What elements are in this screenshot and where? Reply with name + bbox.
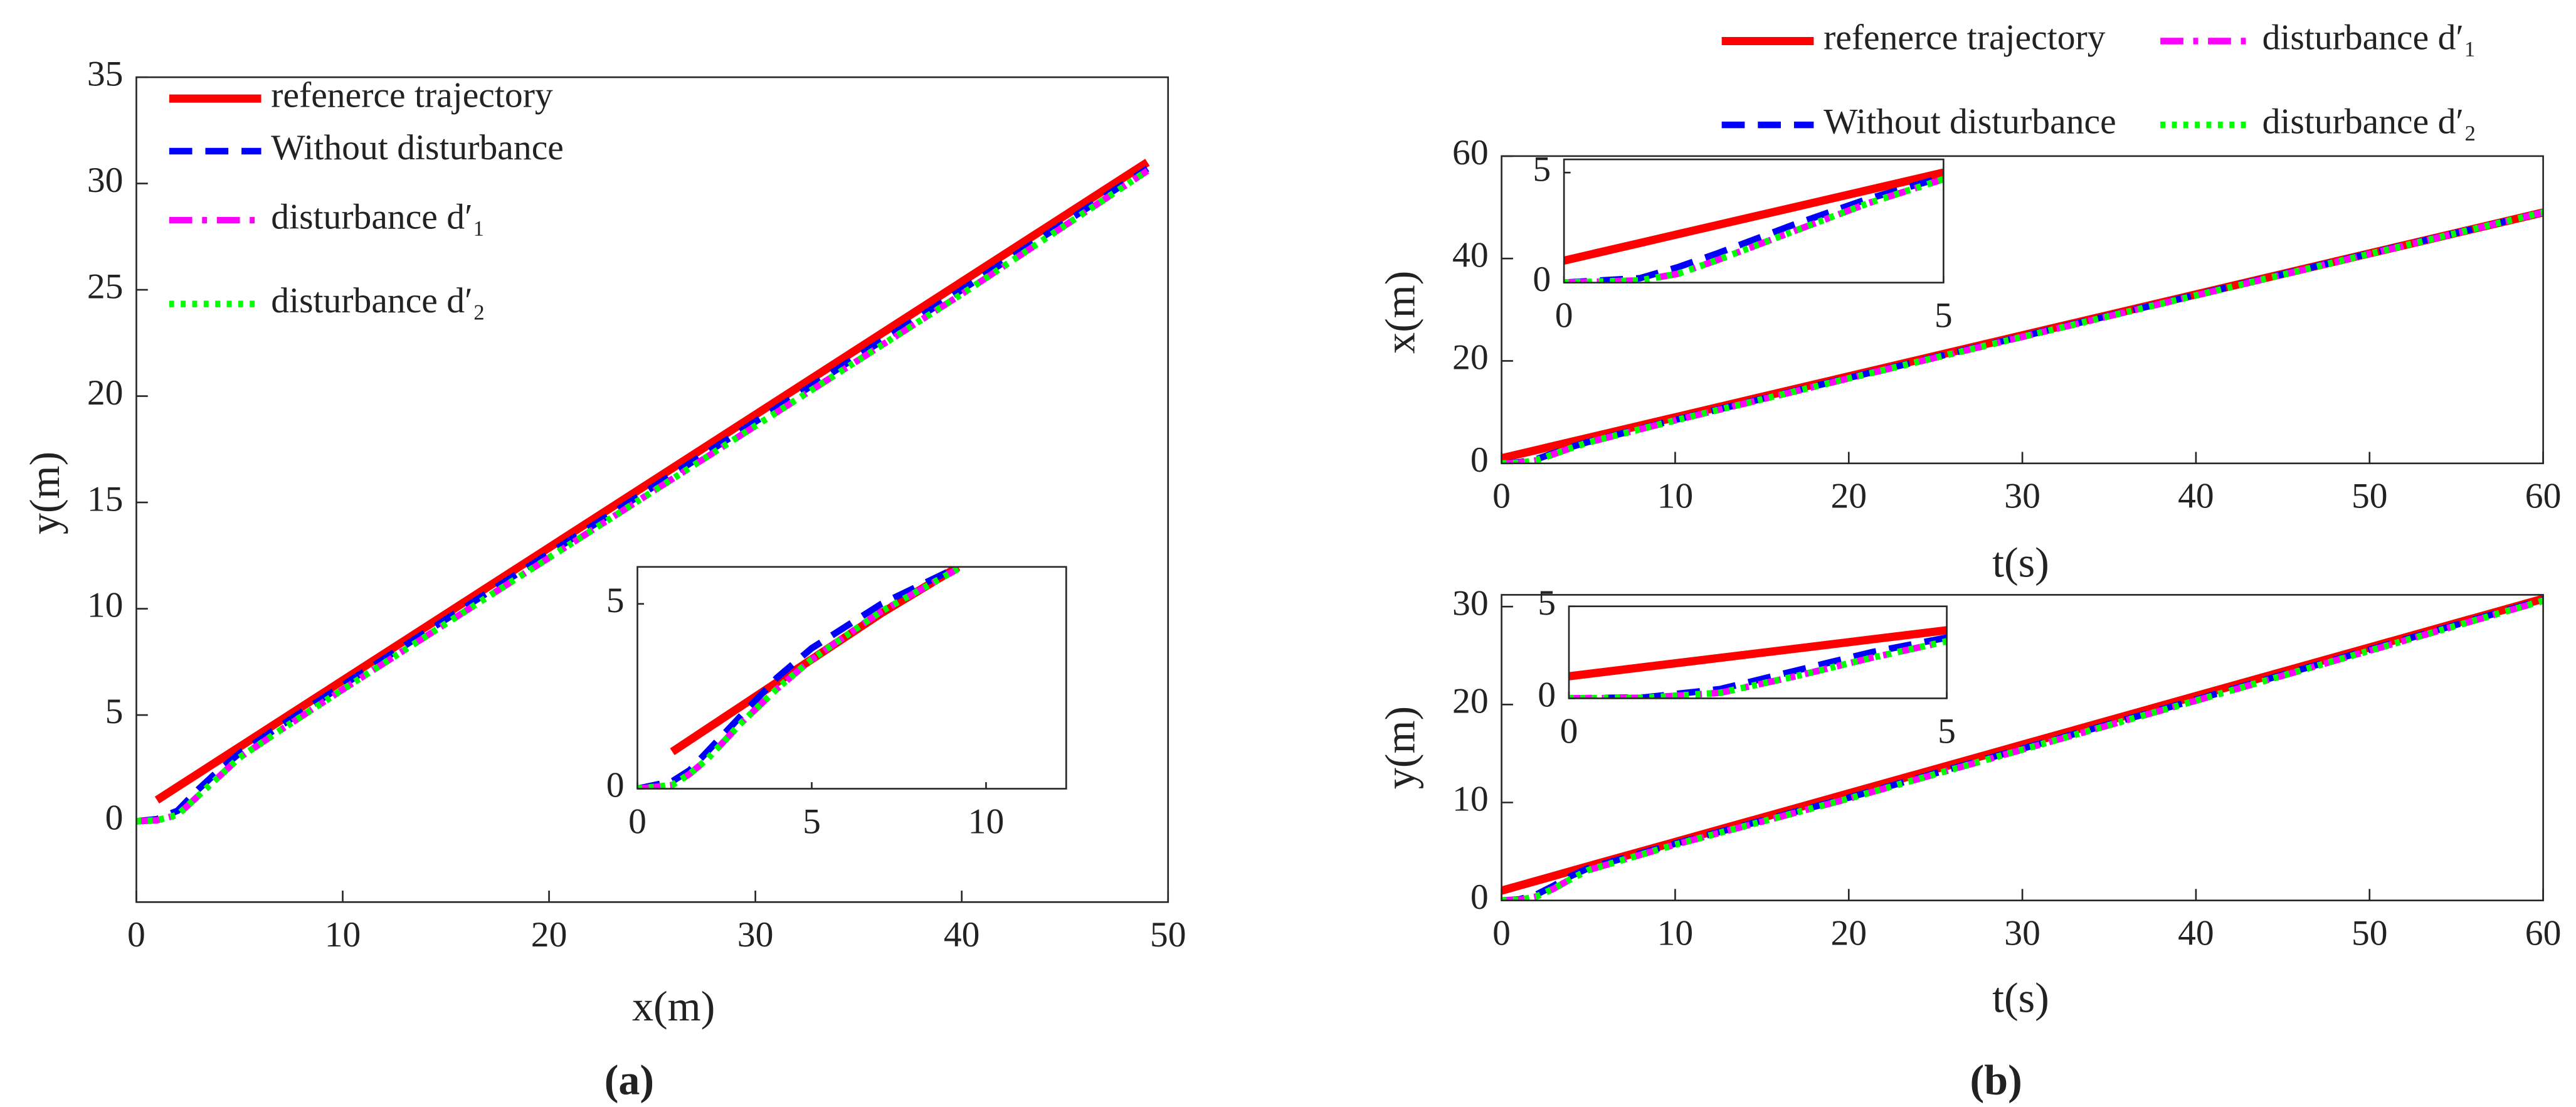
y-tick-label: 0 bbox=[1538, 675, 1556, 715]
x-tick-label: 20 bbox=[1830, 914, 1867, 953]
data-line bbox=[1564, 168, 1944, 265]
series-group bbox=[1564, 168, 1944, 283]
legend-label: disturbance d′₁ bbox=[2262, 18, 2477, 58]
y-tick-label: 5 bbox=[105, 692, 124, 731]
x-tick-label: 10 bbox=[1657, 914, 1694, 953]
data-line bbox=[637, 566, 960, 789]
data-line bbox=[136, 167, 1149, 825]
x-tick-label: 0 bbox=[1492, 914, 1511, 953]
y-tick-label: 30 bbox=[1452, 583, 1489, 623]
x-tick-label: 40 bbox=[2178, 914, 2214, 953]
axes-frame bbox=[135, 76, 1169, 903]
x-axis-label: t(s) bbox=[1992, 538, 2049, 586]
x-tick-label: 20 bbox=[531, 915, 567, 955]
y-tick-label: 15 bbox=[87, 479, 124, 519]
x-tick-label: 30 bbox=[2004, 477, 2040, 516]
data-line bbox=[1564, 174, 1944, 283]
legend-label: Without disturbance bbox=[271, 128, 564, 167]
axes-frame bbox=[1563, 158, 1945, 283]
data-line bbox=[637, 566, 960, 789]
y-tick-label: 60 bbox=[1452, 133, 1489, 172]
y-tick-label: 5 bbox=[1533, 149, 1551, 189]
y-tick-label: 35 bbox=[87, 54, 124, 93]
x-tick-label: 0 bbox=[1560, 711, 1578, 751]
y-axis-label: x(m) bbox=[1376, 271, 1424, 354]
y-tick-label: 0 bbox=[1470, 440, 1489, 480]
data-line bbox=[1501, 209, 2543, 463]
x-axis-label: x(m) bbox=[632, 982, 715, 1030]
x-tick-label: 0 bbox=[127, 915, 145, 955]
legend-label: disturbance d′₂ bbox=[2262, 102, 2477, 141]
x-tick-label: 10 bbox=[968, 802, 1005, 841]
series-group bbox=[1501, 595, 2543, 901]
x-tick-label: 50 bbox=[2352, 477, 2388, 516]
axes-frame bbox=[1568, 605, 1948, 699]
x-tick-label: 0 bbox=[628, 802, 647, 841]
x-tick-label: 0 bbox=[1555, 295, 1573, 335]
x-tick-label: 50 bbox=[1150, 915, 1186, 955]
data-line bbox=[1501, 597, 2543, 901]
x-tick-label: 40 bbox=[944, 915, 980, 955]
y-tick-label: 0 bbox=[606, 766, 625, 805]
y-tick-label: 5 bbox=[1538, 583, 1556, 623]
x-tick-label: 60 bbox=[2525, 914, 2562, 953]
y-tick-label: 25 bbox=[87, 267, 124, 306]
plot-area bbox=[1564, 159, 1944, 283]
x-tick-label: 0 bbox=[1492, 477, 1511, 516]
series-group bbox=[136, 159, 1150, 825]
series-group bbox=[1501, 208, 2543, 463]
x-tick-label: 40 bbox=[2178, 477, 2214, 516]
y-tick-label: 20 bbox=[87, 373, 124, 413]
data-line bbox=[154, 159, 1150, 804]
y-tick-label: 40 bbox=[1452, 235, 1489, 275]
panel-label: (b) bbox=[1970, 1056, 2022, 1104]
data-line bbox=[1569, 626, 1947, 681]
axes-frame bbox=[1501, 594, 2544, 901]
y-tick-label: 0 bbox=[1470, 877, 1489, 917]
data-line bbox=[1569, 634, 1947, 699]
legend-label: refenerce trajectory bbox=[1824, 18, 2106, 58]
y-tick-label: 20 bbox=[1452, 338, 1489, 378]
y-tick-label: 0 bbox=[105, 798, 124, 838]
x-tick-label: 5 bbox=[1938, 711, 1956, 751]
axes-frame bbox=[1501, 155, 2544, 465]
x-tick-label: 60 bbox=[2525, 477, 2562, 516]
legend-label: refenerce trajectory bbox=[271, 75, 553, 115]
y-tick-label: 10 bbox=[1452, 780, 1489, 819]
data-line bbox=[136, 166, 1149, 825]
x-tick-label: 20 bbox=[1830, 477, 1867, 516]
legend-label: disturbance d′₁ bbox=[271, 197, 485, 236]
y-tick-label: 0 bbox=[1533, 260, 1551, 299]
legend-label: disturbance d′₂ bbox=[271, 281, 485, 320]
x-tick-label: 5 bbox=[1935, 295, 1953, 335]
x-tick-label: 10 bbox=[1657, 477, 1694, 516]
data-line bbox=[1564, 176, 1944, 283]
x-tick-label: 30 bbox=[2004, 914, 2040, 953]
panel-label: (a) bbox=[604, 1056, 654, 1104]
y-tick-label: 5 bbox=[606, 581, 625, 620]
x-tick-label: 50 bbox=[2352, 914, 2388, 953]
y-axis-label: y(m) bbox=[21, 452, 68, 534]
x-axis-label: t(s) bbox=[1992, 974, 2049, 1022]
x-tick-label: 5 bbox=[803, 802, 821, 841]
x-tick-label: 30 bbox=[737, 915, 774, 955]
series-group bbox=[637, 566, 961, 789]
x-tick-label: 10 bbox=[325, 915, 361, 955]
axes-frame bbox=[636, 566, 1067, 790]
y-tick-label: 20 bbox=[1452, 682, 1489, 721]
y-tick-label: 30 bbox=[87, 161, 124, 200]
y-tick-label: 10 bbox=[87, 586, 124, 625]
y-axis-label: y(m) bbox=[1376, 706, 1424, 789]
legend-label: Without disturbance bbox=[1824, 102, 2116, 141]
